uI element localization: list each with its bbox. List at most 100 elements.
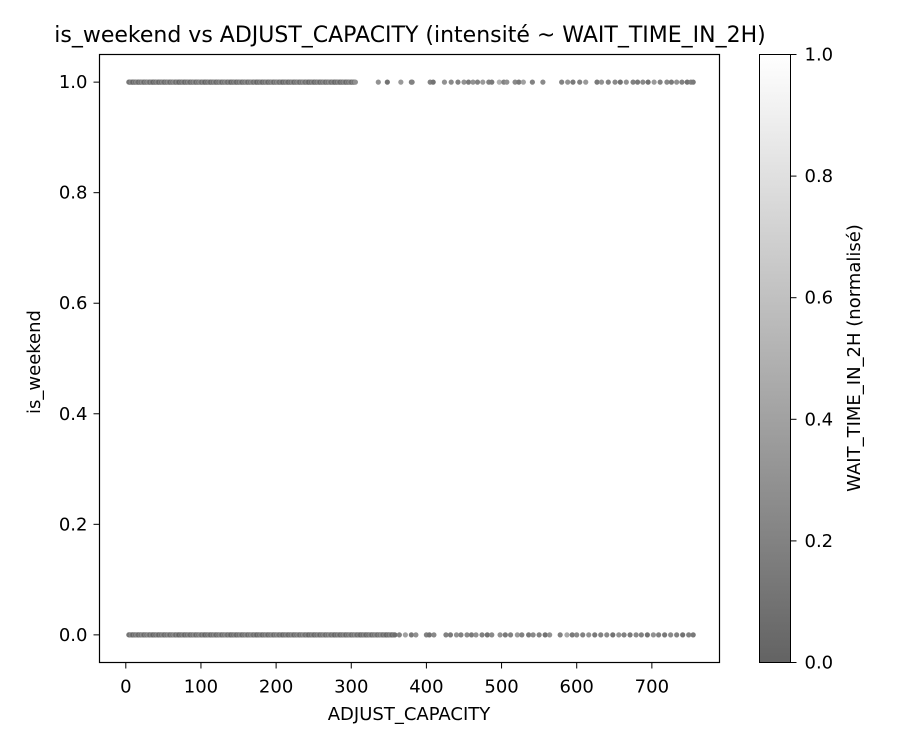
scatter-point — [504, 79, 510, 85]
scatter-point — [536, 632, 542, 638]
scatter-point — [668, 632, 674, 638]
scatter-point — [547, 632, 553, 638]
x-tick-label: 0 — [120, 677, 131, 698]
plot-frame — [98, 53, 721, 664]
y-axis: 0.0 0.2 0.4 0.6 0.8 1.0 — [59, 72, 100, 646]
x-tick-label: 400 — [409, 677, 443, 698]
scatter-point — [408, 632, 414, 638]
scatter-point — [502, 632, 508, 638]
scatter-point — [569, 632, 575, 638]
colorbar-tick-label: 0.8 — [805, 166, 834, 187]
scatter-point — [514, 632, 520, 638]
scatter-point — [604, 632, 610, 638]
scatter-point — [489, 79, 495, 85]
scatter-point — [686, 632, 692, 638]
y-tick-label: 0.6 — [59, 293, 88, 314]
x-tick-label: 200 — [259, 677, 293, 698]
y-tick-label: 0.8 — [59, 183, 88, 204]
x-tick-label: 100 — [184, 677, 218, 698]
scatter-point — [447, 632, 454, 638]
scatter-point — [426, 632, 433, 638]
scatter-point — [542, 632, 548, 638]
scatter-point — [559, 79, 565, 85]
scatter-point — [664, 79, 670, 85]
scatter-point — [565, 79, 571, 85]
scatter-point — [430, 79, 436, 85]
scatter-point — [612, 79, 618, 85]
scatter-point — [540, 79, 546, 85]
scatter-point — [557, 632, 563, 638]
scatter-point — [680, 632, 686, 638]
scatter-point — [580, 632, 586, 638]
scatter-point — [598, 79, 605, 85]
scatter-point — [516, 79, 522, 85]
scatter-point — [679, 79, 685, 85]
scatter-point — [352, 79, 358, 85]
scatter-point — [621, 632, 627, 638]
scatter-point — [656, 632, 662, 638]
scatter-point — [690, 79, 696, 85]
scatter-point — [623, 79, 629, 85]
y-tick-label: 1.0 — [59, 72, 88, 93]
scatter-point — [574, 632, 580, 638]
scatter-point — [586, 632, 592, 638]
scatter-point — [640, 79, 646, 85]
scatter-point — [633, 632, 639, 638]
scatter-point — [507, 632, 514, 638]
scatter-point — [398, 79, 404, 85]
x-tick-label: 600 — [560, 677, 594, 698]
scatter-point — [455, 79, 461, 85]
scatter-point — [627, 632, 633, 638]
scatter-point — [497, 632, 503, 638]
scatter-point — [489, 632, 495, 638]
scatter-point — [453, 632, 460, 638]
x-tick-label: 500 — [484, 677, 518, 698]
y-tick-label: 0.4 — [59, 404, 88, 425]
scatter-point — [526, 632, 532, 638]
scatter-point — [512, 79, 518, 85]
scatter-point — [409, 79, 415, 85]
scatter-point — [662, 632, 668, 638]
scatter-point — [594, 79, 600, 85]
scatter-point — [458, 632, 464, 638]
scatter-point — [598, 632, 604, 638]
scatter-point — [448, 79, 454, 85]
scatter-point — [413, 632, 419, 638]
y-tick-label: 0.2 — [59, 514, 88, 535]
x-tick-label: 300 — [334, 677, 368, 698]
scatter-point — [610, 632, 616, 638]
scatter-point — [645, 79, 651, 85]
scatter-point — [519, 632, 525, 638]
colorbar-label: WAIT_TIME_IN_2H (normalisé) — [844, 224, 865, 492]
scatter-point — [496, 79, 502, 85]
scatter-point — [431, 632, 437, 638]
scatter-point — [520, 79, 526, 85]
colorbar-tick-label: 0.0 — [805, 653, 834, 674]
scatter-point — [396, 632, 402, 638]
scatter-point — [530, 632, 536, 638]
colorbar — [759, 54, 791, 663]
scatter-point — [479, 632, 485, 638]
scatter-point — [384, 79, 390, 85]
scatter-point — [443, 632, 449, 638]
scatter-point — [402, 632, 408, 638]
scatter-point — [668, 79, 675, 85]
scatter-point — [577, 79, 583, 85]
scatter-point — [592, 632, 598, 638]
scatter-point — [461, 79, 467, 85]
scatter-point — [638, 632, 644, 638]
scatter-point — [465, 79, 472, 85]
scatter-point — [657, 79, 663, 85]
scatter-point — [470, 79, 476, 85]
scatter-point — [690, 632, 696, 638]
colorbar-tick-label: 0.2 — [805, 531, 834, 552]
scatter-point — [441, 79, 448, 85]
scatter-point — [630, 79, 636, 85]
scatter-point — [480, 79, 486, 85]
x-tick-label: 700 — [635, 677, 669, 698]
scatter-point — [617, 79, 623, 85]
scatter-point — [684, 79, 690, 85]
scatter-point — [529, 79, 535, 85]
colorbar-axis: 0.0 0.2 0.4 0.6 0.8 1.0 — [790, 45, 834, 674]
